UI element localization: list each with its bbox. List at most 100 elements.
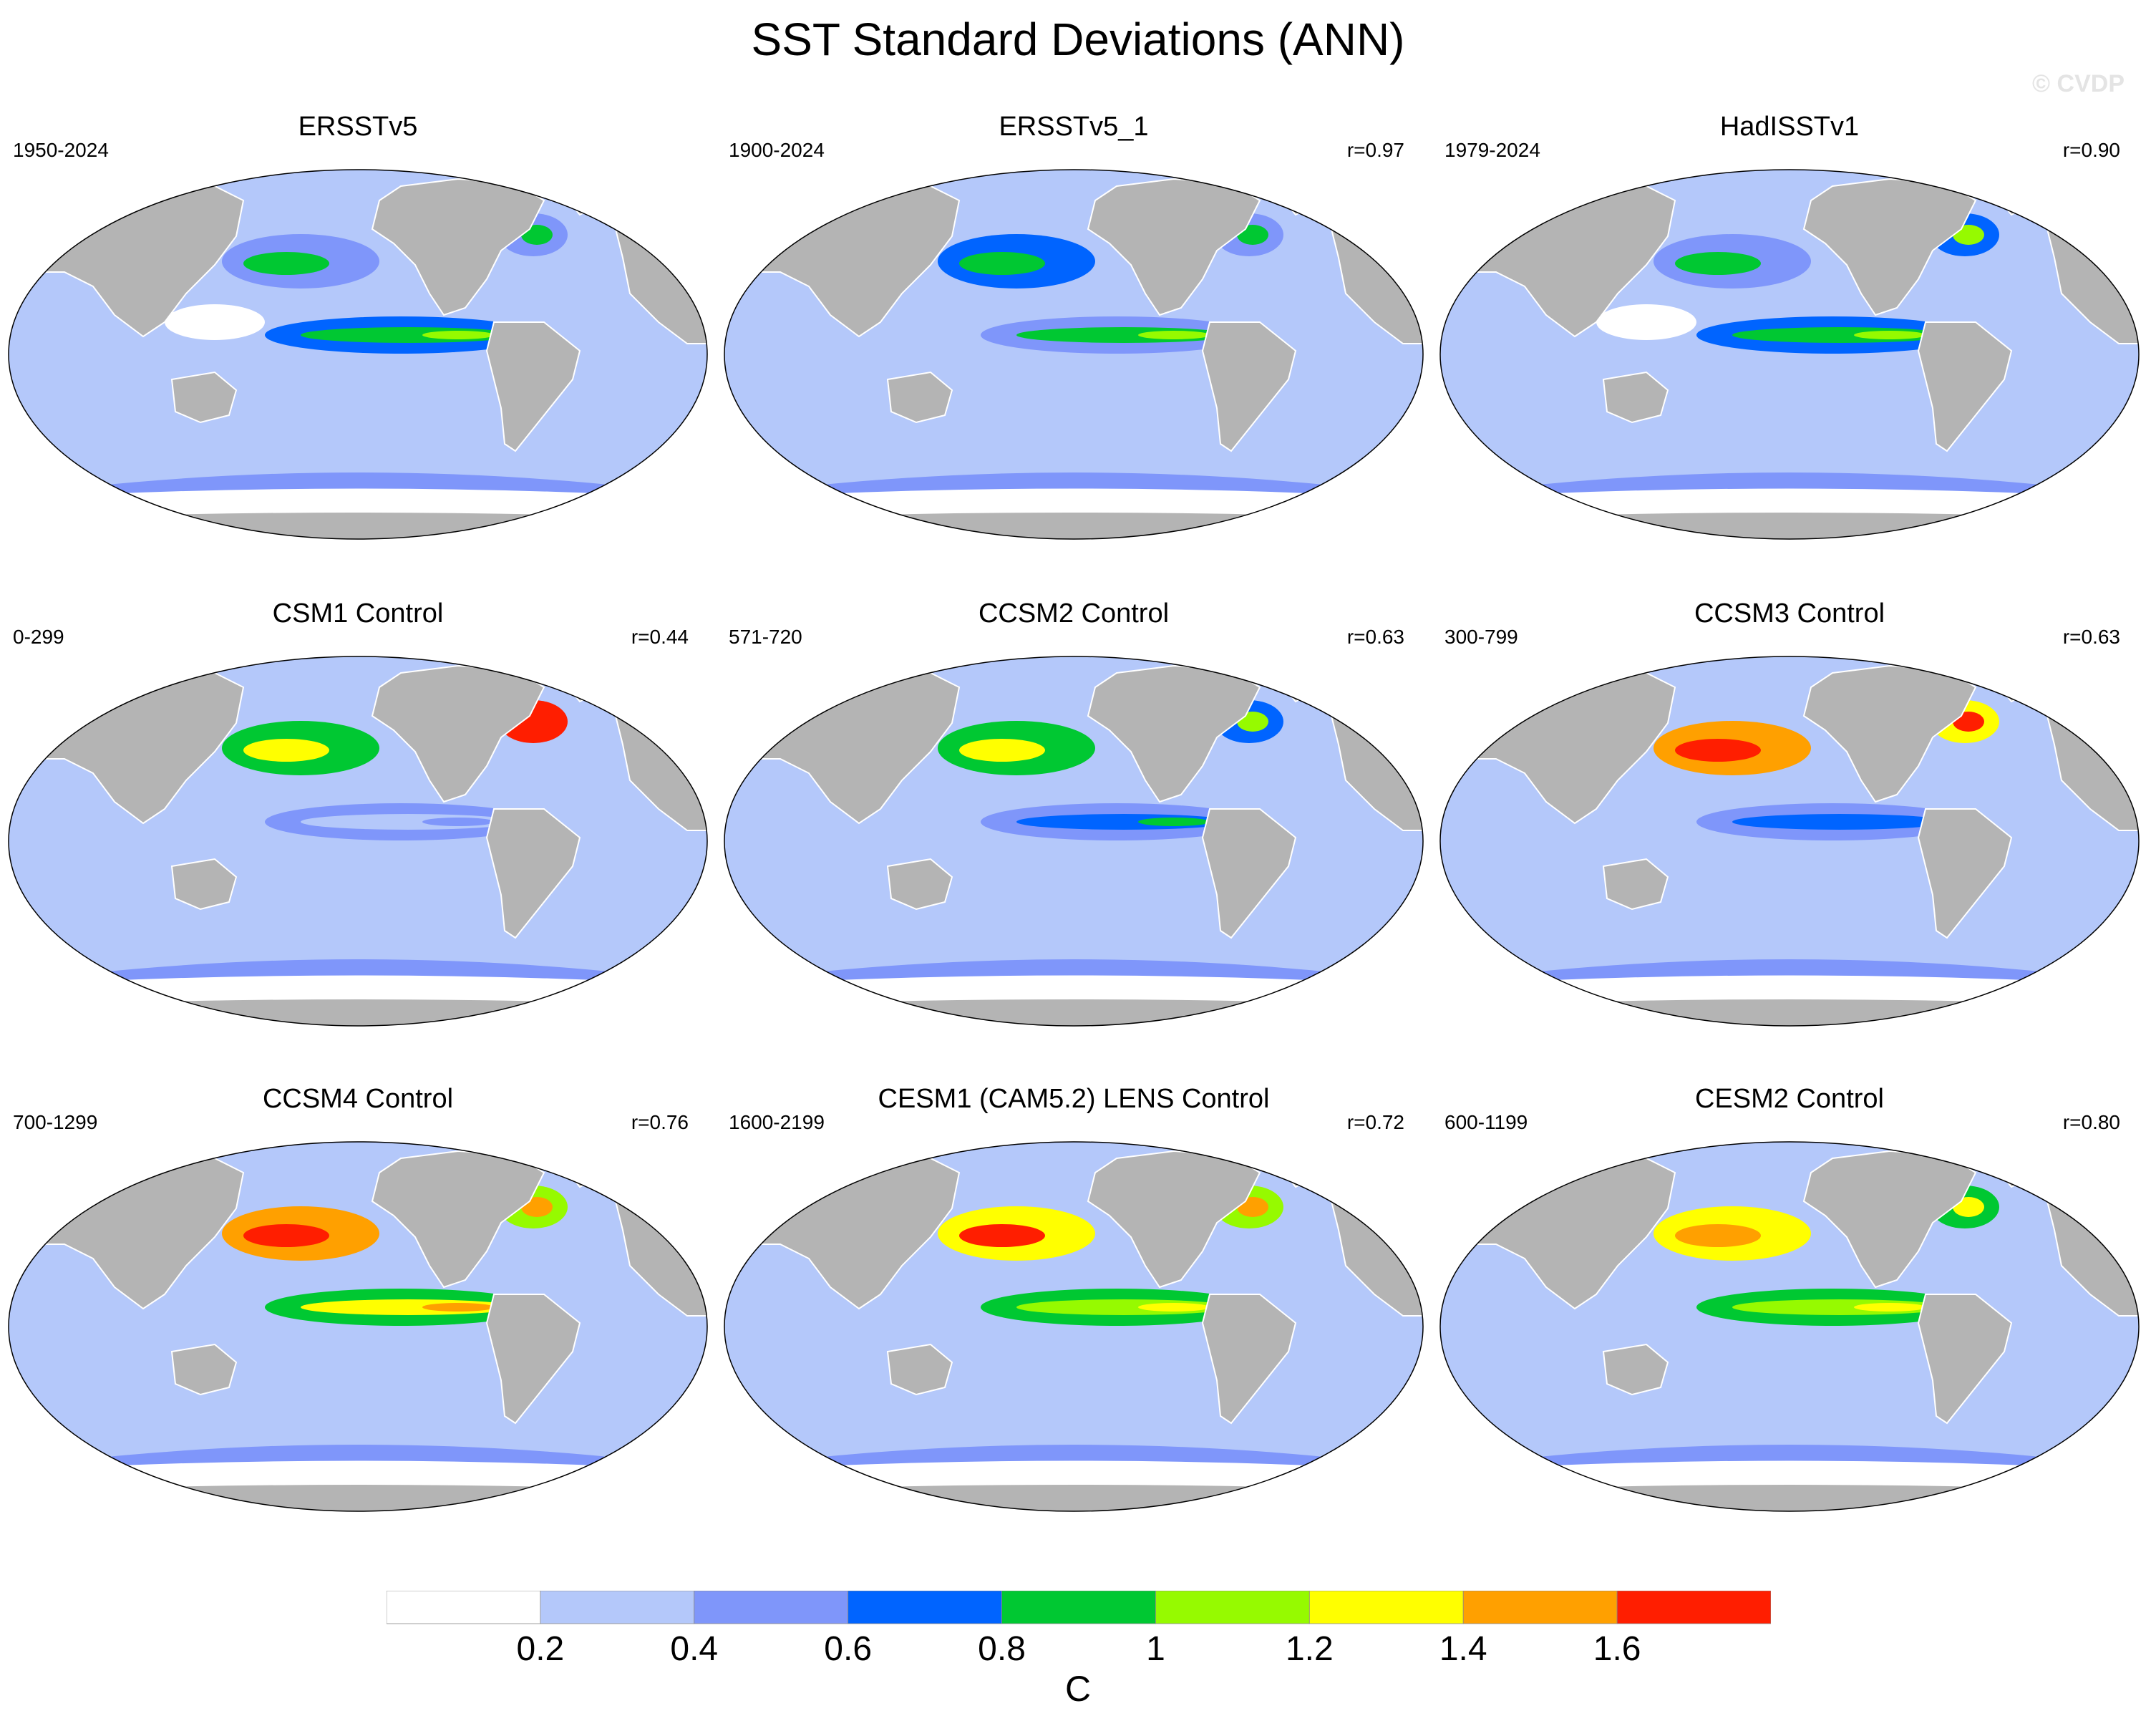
australia-landmass — [886, 371, 953, 424]
australia-landmass — [170, 858, 238, 911]
map-layers — [1440, 170, 2139, 539]
antarctica-landmass — [724, 1483, 1423, 1511]
enso-core — [1854, 1303, 1926, 1312]
map-layers — [9, 1142, 707, 1511]
panel-title: ERSSTv5_1 — [999, 112, 1149, 142]
australia-landmass — [886, 858, 953, 911]
panel-title: CSM1 Control — [272, 598, 444, 629]
panel-title: CCSM2 Control — [978, 598, 1170, 629]
panel-correlation: r=0.76 — [631, 1111, 689, 1133]
chart-title: SST Standard Deviations (ANN) — [751, 14, 1405, 65]
map-layers — [724, 1142, 1423, 1511]
panel-period: 1979-2024 — [1444, 139, 1540, 161]
south-america-landmass — [485, 321, 581, 452]
antarctic-low-variance — [1460, 1460, 2119, 1491]
warm-pool-low-variance — [165, 304, 265, 340]
panel-correlation: r=0.90 — [2062, 139, 2120, 161]
panel-title: HadISSTv1 — [1719, 112, 1860, 142]
map-layers — [1440, 1142, 2139, 1511]
colorbar-tick-label: 1.6 — [1593, 1630, 1641, 1668]
australia-landmass — [170, 371, 238, 424]
panel-correlation: r=0.44 — [631, 626, 689, 648]
colorbar-box — [694, 1591, 849, 1624]
enso-core — [422, 818, 494, 826]
antarctic-low-variance — [29, 975, 687, 1006]
map-panel: CESM1 (CAM5.2) LENS Control 1600-2199 r=0.… — [716, 1080, 1432, 1545]
map-panel: ERSSTv5_1 1900-2024 r=0.97 — [716, 107, 1432, 573]
world-map — [1439, 1141, 2140, 1512]
panel-period: 1600-2199 — [729, 1111, 825, 1133]
panel-correlation: r=0.97 — [1346, 139, 1404, 161]
north-pacific-core — [959, 739, 1045, 762]
colorbar-box — [1001, 1591, 1156, 1624]
map-panel: CESM2 Control 600-1199 r=0.80 — [1432, 1080, 2147, 1545]
antarctic-low-variance — [1460, 975, 2119, 1006]
panel-period: 700-1299 — [13, 1111, 98, 1133]
map-border — [8, 656, 708, 1027]
colorbar-tick-label: 0.4 — [670, 1630, 719, 1668]
colorbar-tick-label: 1.4 — [1439, 1630, 1487, 1668]
panel-title: CCSM3 Control — [1694, 598, 1885, 629]
panel-title: CESM2 Control — [1695, 1084, 1884, 1114]
enso-core — [1138, 331, 1210, 339]
colorbar-tick-label: 0.6 — [824, 1630, 873, 1668]
enso-core — [1854, 331, 1926, 339]
enso-core — [1138, 1303, 1210, 1312]
antarctic-low-variance — [29, 1460, 687, 1491]
map-layers — [9, 656, 707, 1026]
antarctica-landmass — [1440, 511, 2139, 539]
colorbar-box — [387, 1591, 541, 1624]
map-border — [1439, 1141, 2140, 1512]
north-pacific-core — [1675, 1224, 1761, 1247]
map-border — [8, 169, 708, 540]
map-panel: HadISSTv1 1979-2024 r=0.90 — [1432, 107, 2147, 573]
enso-core — [422, 331, 494, 339]
colorbar-tick-label: 1.2 — [1285, 1630, 1334, 1668]
antarctica-landmass — [724, 998, 1423, 1026]
antarctica-landmass — [1440, 998, 2139, 1026]
colorbar-tick-label: 0.2 — [516, 1630, 565, 1668]
antarctic-low-variance — [29, 488, 687, 519]
colorbar-units: C — [1064, 1669, 1092, 1709]
colorbar-box — [1462, 1591, 1618, 1624]
australia-landmass — [1602, 1343, 1669, 1396]
map-border — [724, 169, 1424, 540]
enso-core — [1138, 818, 1210, 826]
antarctica-landmass — [9, 998, 707, 1026]
australia-landmass — [1602, 371, 1669, 424]
south-america-landmass — [485, 808, 581, 939]
map-border — [1439, 169, 2140, 540]
world-map — [724, 169, 1424, 540]
panel-period: 300-799 — [1444, 626, 1518, 648]
panel-period: 571-720 — [729, 626, 802, 648]
map-panel: ERSSTv5 1950-2024 — [0, 107, 716, 573]
south-america-landmass — [1201, 808, 1297, 939]
map-border — [1439, 656, 2140, 1027]
world-map — [8, 656, 708, 1027]
enso-core — [1854, 818, 1926, 826]
antarctic-low-variance — [744, 1460, 1403, 1491]
warm-pool-low-variance — [1596, 304, 1696, 340]
colorbar-box — [540, 1591, 695, 1624]
south-america-landmass — [1201, 1294, 1297, 1425]
australia-landmass — [886, 1343, 953, 1396]
world-map — [724, 656, 1424, 1027]
north-pacific-core — [243, 739, 329, 762]
panel-period: 1950-2024 — [13, 139, 109, 161]
panel-period: 1900-2024 — [729, 139, 825, 161]
panel-period: 600-1199 — [1444, 1111, 1528, 1133]
colorbar-box — [1155, 1591, 1310, 1624]
panel-correlation: r=0.63 — [1346, 626, 1404, 648]
map-panel: CCSM4 Control 700-1299 r=0.76 — [0, 1080, 716, 1545]
panel-title: ERSSTv5 — [298, 112, 418, 142]
map-panel: CSM1 Control 0-299 r=0.44 — [0, 594, 716, 1060]
watermark: © CVDP — [2032, 70, 2125, 97]
colorbar-box — [1616, 1591, 1771, 1624]
antarctica-landmass — [9, 1483, 707, 1511]
australia-landmass — [1602, 858, 1669, 911]
south-america-landmass — [485, 1294, 581, 1425]
antarctica-landmass — [724, 511, 1423, 539]
north-pacific-core — [959, 1224, 1045, 1247]
panel-correlation: r=0.80 — [2062, 1111, 2120, 1133]
australia-landmass — [170, 1343, 238, 1396]
